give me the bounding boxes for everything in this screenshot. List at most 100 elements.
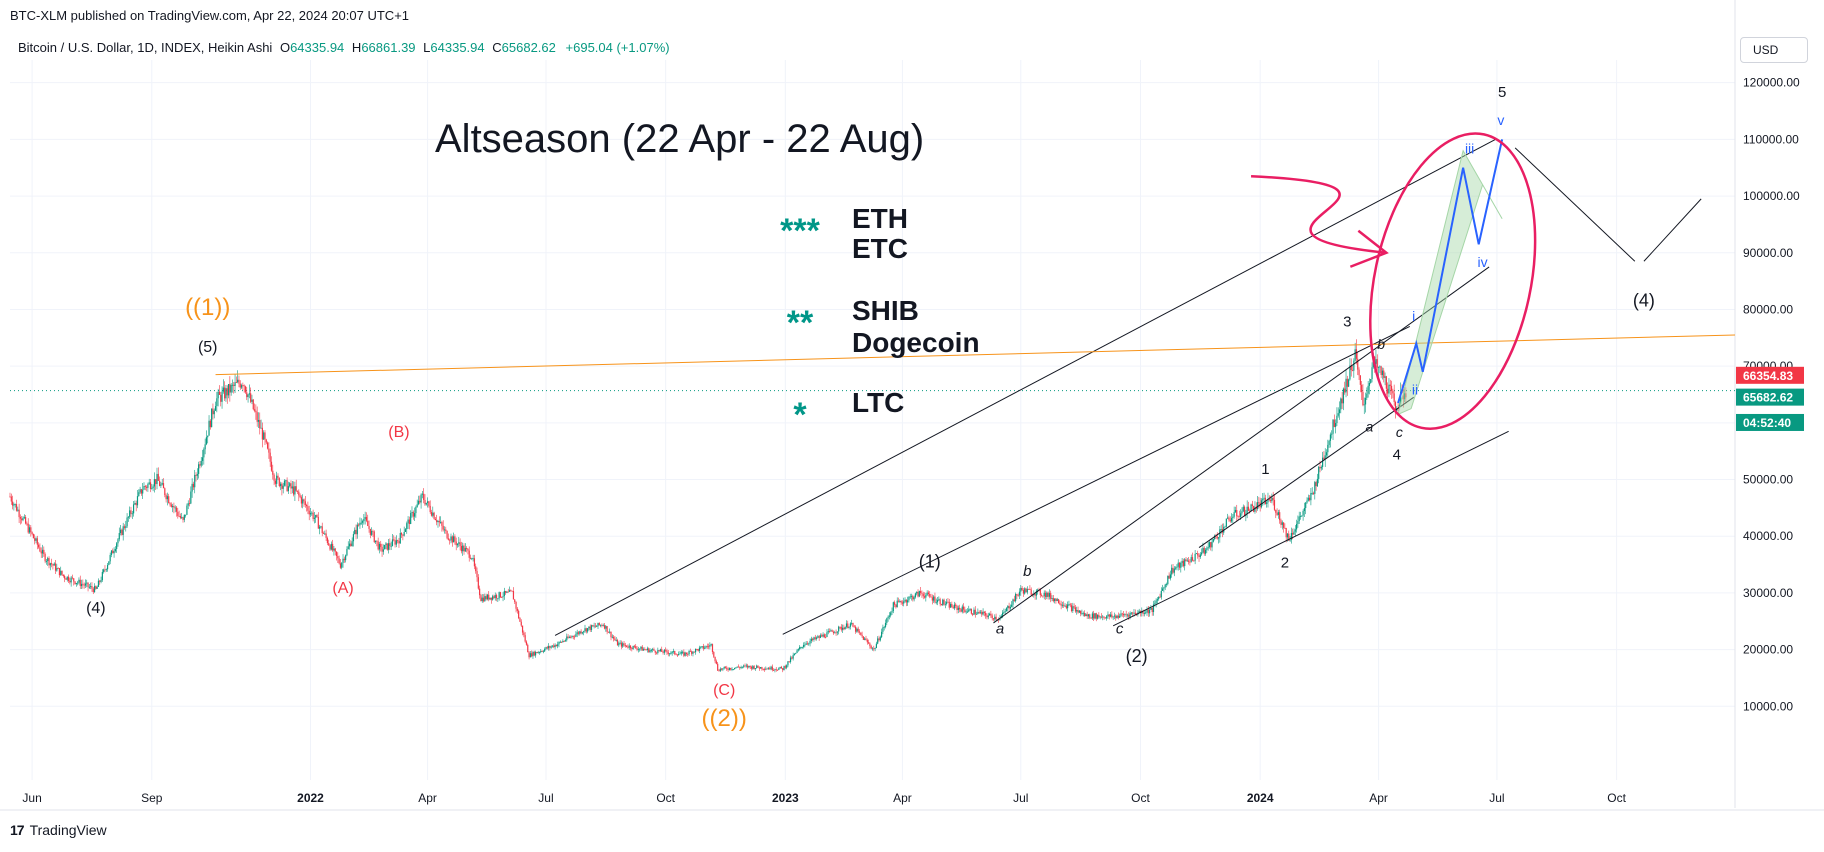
candle-body — [951, 604, 953, 608]
candle-body — [874, 648, 876, 649]
candle-body — [185, 514, 187, 516]
tradingview-logo[interactable]: 17 TradingView — [10, 822, 107, 838]
candle-body — [56, 568, 58, 571]
candle-body — [557, 644, 559, 647]
candle-body — [1362, 391, 1364, 406]
candle-body — [380, 543, 382, 547]
candle-body — [1028, 588, 1030, 590]
candle-body — [849, 623, 851, 627]
candle-body — [463, 545, 465, 552]
candle-body — [1047, 592, 1049, 597]
wave-label: b — [1023, 563, 1031, 580]
candle-body — [769, 668, 771, 670]
candle-body — [693, 651, 695, 653]
candle-body — [244, 386, 247, 393]
candle-body — [576, 632, 578, 635]
candle-body — [584, 628, 586, 632]
candle-body — [1305, 502, 1307, 509]
candle-body — [1145, 612, 1147, 614]
candle-body — [728, 667, 731, 670]
candle-body — [1100, 616, 1103, 618]
candle-body — [260, 427, 262, 429]
candle-body — [903, 601, 905, 604]
candle-body — [70, 577, 72, 583]
candle-body — [1051, 598, 1053, 599]
candle-body — [1037, 589, 1039, 591]
candle-body — [1064, 605, 1066, 607]
candle-body — [194, 474, 196, 488]
candle-body — [322, 533, 325, 534]
candle-body — [605, 626, 607, 629]
candle-body — [865, 638, 867, 640]
candle-body — [300, 497, 303, 504]
candle-body — [662, 651, 664, 653]
candle-body — [947, 601, 949, 603]
candle-body — [1132, 612, 1134, 614]
candle-body — [281, 483, 283, 489]
candle-body — [1368, 383, 1371, 386]
y-tick-label: 100000.00 — [1743, 189, 1800, 203]
candle-body — [237, 379, 239, 383]
candle-body — [671, 651, 673, 654]
candle-body — [832, 631, 835, 634]
candle-body — [479, 588, 481, 596]
candle-body — [652, 649, 654, 651]
candle-body — [23, 517, 25, 518]
candle-body — [104, 569, 106, 571]
candle-body — [1341, 398, 1343, 404]
wave-projection-path — [1397, 139, 1504, 404]
candle-body — [851, 622, 853, 624]
candle-body — [1393, 393, 1395, 402]
candle-body — [433, 512, 435, 519]
candle-body — [363, 519, 365, 522]
candle-body — [256, 412, 258, 422]
candle-body — [157, 473, 159, 481]
candle-body — [888, 615, 891, 617]
x-tick-label: Jul — [538, 791, 553, 805]
candle-body — [961, 606, 963, 612]
candle-body — [1159, 596, 1161, 598]
candle-body — [304, 501, 306, 505]
candle-body — [779, 666, 781, 669]
candle-body — [627, 646, 629, 648]
candle-body — [109, 554, 111, 562]
candle-body — [208, 420, 210, 436]
candle-body — [1130, 612, 1132, 614]
candle-body — [1290, 533, 1292, 540]
candle-body — [343, 558, 345, 561]
candle-body — [1355, 349, 1358, 359]
candle-body — [462, 545, 464, 552]
candle-body — [235, 382, 237, 384]
candle-body — [1267, 499, 1269, 503]
candle-body — [1383, 370, 1385, 378]
currency-selector[interactable]: USD — [1740, 37, 1808, 63]
candle-body — [1094, 613, 1096, 619]
candle-body — [472, 558, 474, 560]
candle-body — [1350, 365, 1352, 371]
candle-body — [1116, 615, 1118, 619]
candle-body — [665, 649, 667, 651]
candle-body — [1080, 610, 1082, 614]
candle-body — [823, 634, 825, 637]
candle-body — [95, 586, 97, 589]
candle-body — [1199, 554, 1201, 558]
candle-body — [544, 649, 546, 652]
candle-body — [207, 435, 209, 438]
candle-body — [471, 558, 473, 560]
candle-body — [1021, 587, 1023, 591]
candle-body — [710, 644, 712, 645]
candle-body — [715, 661, 717, 664]
candle-body — [1109, 614, 1112, 617]
candle-body — [644, 649, 646, 650]
candle-body — [533, 651, 535, 656]
candle-body — [485, 596, 487, 600]
candle-body — [53, 563, 55, 566]
candle-body — [603, 625, 606, 629]
candle-body — [970, 609, 972, 614]
candle-body — [242, 385, 244, 386]
candle-body — [926, 592, 928, 596]
wave-label: c — [1396, 424, 1403, 440]
candle-body — [269, 452, 271, 462]
wave-label: 4 — [1393, 447, 1401, 464]
